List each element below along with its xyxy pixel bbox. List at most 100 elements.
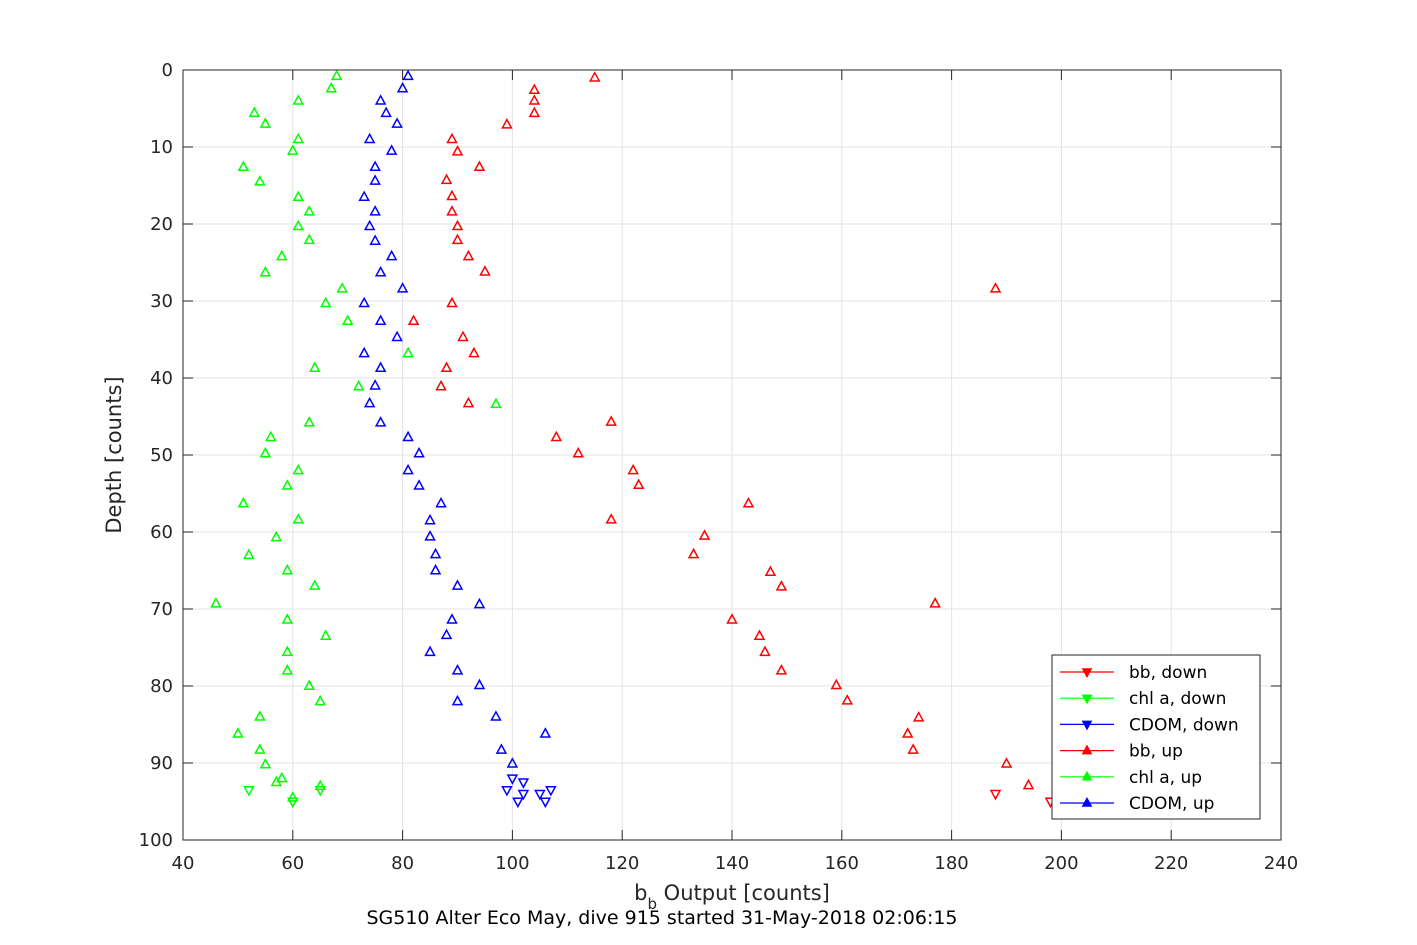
data-point <box>989 282 1002 293</box>
data-point <box>363 132 376 144</box>
data-point <box>424 513 436 525</box>
data-point <box>358 190 370 202</box>
data-point <box>753 629 766 640</box>
data-point <box>501 118 513 129</box>
data-point <box>374 94 387 105</box>
x-tick-label: 120 <box>605 853 639 874</box>
data-point <box>440 628 453 640</box>
data-point <box>303 205 316 216</box>
data-point <box>254 743 266 754</box>
series-cdom-up <box>358 69 552 768</box>
data-point <box>259 446 272 458</box>
data-point <box>314 779 327 791</box>
data-point <box>374 314 387 326</box>
x-tick-label: 240 <box>1264 853 1298 874</box>
data-point <box>281 563 294 575</box>
data-point <box>281 613 294 624</box>
data-point <box>775 580 788 591</box>
data-point <box>380 106 392 118</box>
data-point <box>506 757 519 768</box>
data-point <box>402 463 414 475</box>
data-point <box>440 361 453 372</box>
data-point <box>446 132 458 144</box>
data-point <box>627 463 639 475</box>
data-point <box>325 81 337 93</box>
legend-marker <box>1081 668 1093 679</box>
data-point <box>330 69 343 81</box>
y-tick-label: 20 <box>150 214 173 235</box>
data-point <box>303 233 316 245</box>
data-point <box>391 330 403 342</box>
x-tick-label: 220 <box>1154 853 1188 874</box>
data-point <box>385 249 398 261</box>
legend: bb, down chl a, down CDOM, down bb, up chl a… <box>1051 654 1261 820</box>
data-point <box>413 479 425 490</box>
data-point <box>451 694 464 706</box>
legend-label: chl a, up <box>1129 768 1202 788</box>
data-point <box>429 563 442 575</box>
data-point <box>237 160 250 172</box>
legend-label: bb, down <box>1129 663 1207 683</box>
x-axis-label-rest: Output [counts] <box>657 881 830 905</box>
data-point <box>292 94 305 105</box>
data-point <box>374 361 387 372</box>
data-point <box>989 789 1002 801</box>
data-point <box>232 727 244 738</box>
data-point <box>270 775 283 787</box>
data-point <box>341 314 354 326</box>
data-point <box>446 613 458 624</box>
data-point <box>391 117 403 128</box>
data-point <box>539 797 552 809</box>
data-point <box>237 496 250 508</box>
data-point <box>259 117 272 128</box>
data-point <box>605 415 617 426</box>
data-point <box>726 613 738 624</box>
data-point <box>374 265 387 277</box>
data-point <box>517 789 530 801</box>
data-point <box>545 785 557 797</box>
data-point <box>352 379 365 391</box>
data-point <box>457 330 469 342</box>
data-point <box>281 664 294 675</box>
data-point <box>764 565 777 577</box>
data-point <box>517 778 530 789</box>
legend-box <box>1051 654 1261 820</box>
y-tick-label: 10 <box>150 137 173 158</box>
data-point <box>759 645 771 657</box>
data-point <box>292 513 305 524</box>
data-point <box>451 664 464 675</box>
legend-label: CDOM, up <box>1129 794 1214 814</box>
data-point <box>254 710 266 721</box>
x-tick-label: 200 <box>1044 853 1078 874</box>
data-point <box>276 249 288 261</box>
data-point <box>402 69 414 81</box>
data-point <box>292 463 305 475</box>
data-point <box>451 145 464 156</box>
data-point <box>1000 757 1013 768</box>
x-tick-label: 80 <box>391 853 414 874</box>
data-point <box>385 144 398 155</box>
data-point <box>451 579 464 590</box>
series-bb-up <box>407 71 1035 790</box>
data-point <box>319 296 332 308</box>
data-point <box>698 529 711 540</box>
data-point <box>292 132 305 144</box>
legend-label: bb, up <box>1129 742 1183 762</box>
data-point <box>907 743 919 754</box>
legend-marker <box>1081 694 1093 705</box>
data-point <box>413 446 425 458</box>
data-point <box>830 678 843 690</box>
data-point <box>1022 778 1035 790</box>
data-point <box>303 679 316 690</box>
data-point <box>369 174 381 185</box>
data-point <box>396 282 409 293</box>
series-chl-a-down <box>243 785 327 809</box>
data-point <box>243 548 255 560</box>
data-point <box>402 430 414 442</box>
data-point <box>479 265 491 276</box>
data-point <box>369 205 381 216</box>
data-point <box>435 496 447 508</box>
data-point <box>506 774 519 785</box>
data-point <box>451 219 464 231</box>
y-axis-label: Depth [counts] <box>102 376 126 533</box>
